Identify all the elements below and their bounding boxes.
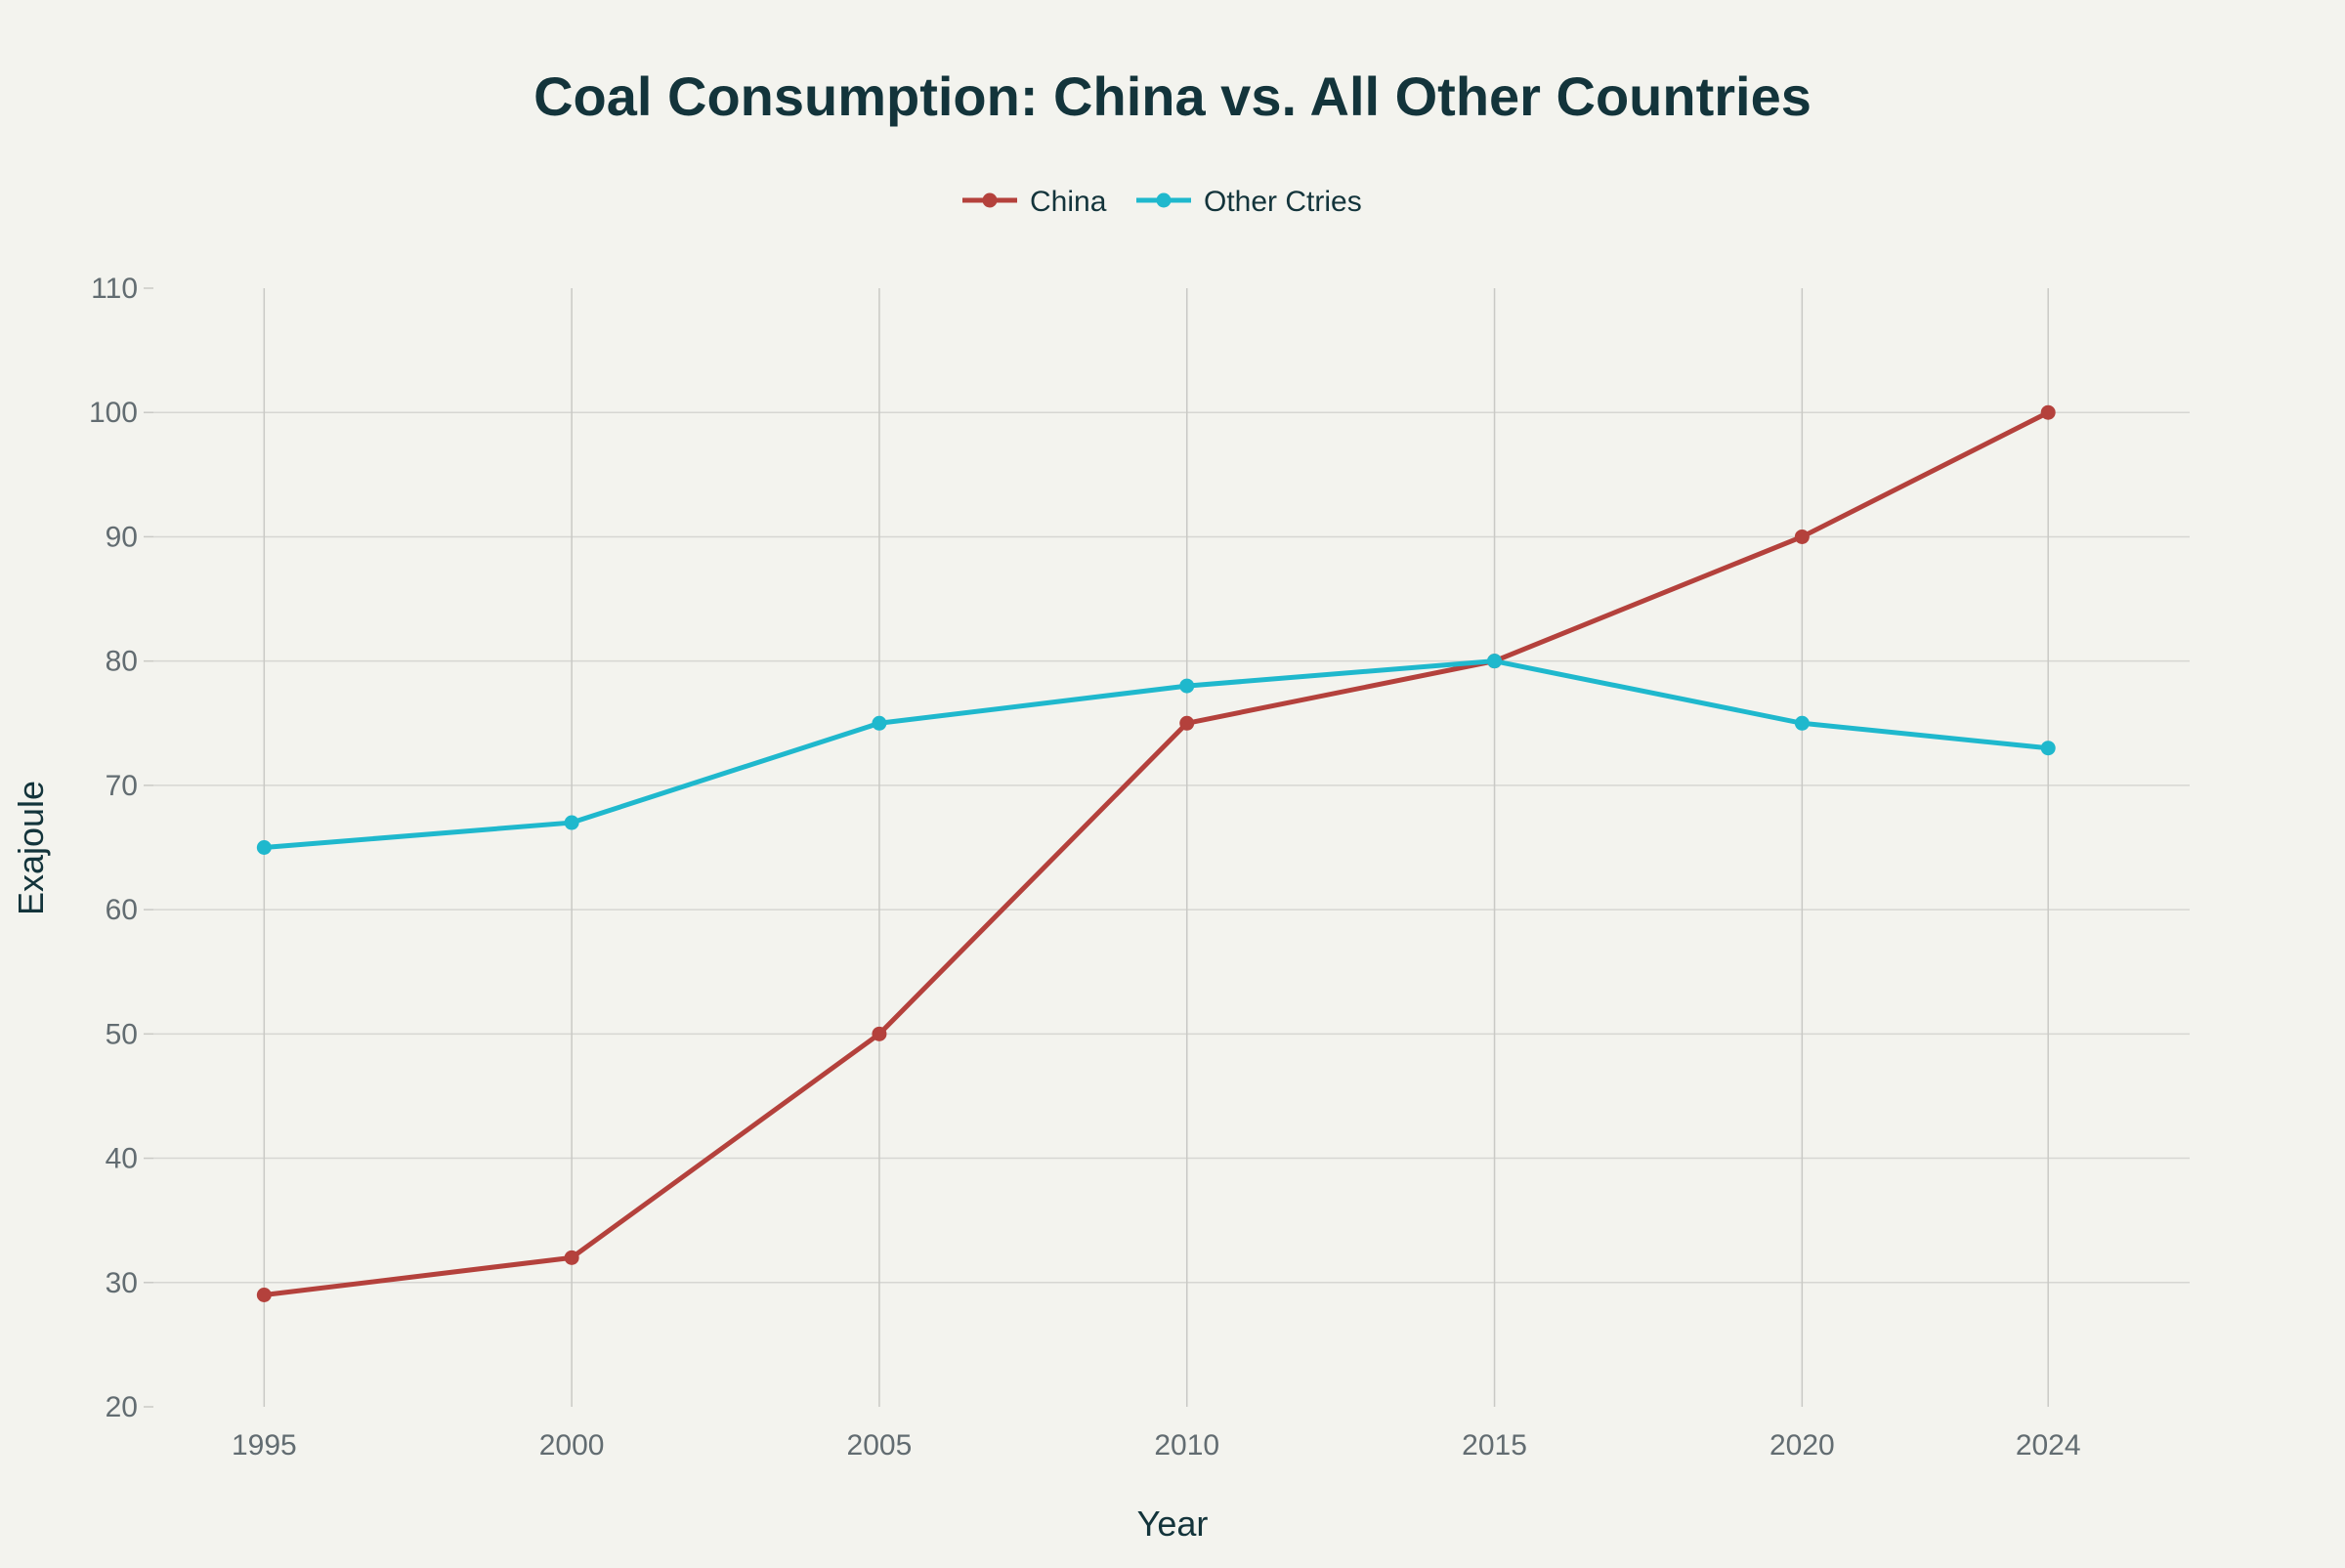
data-point[interactable]	[1179, 678, 1195, 694]
x-tick-label: 2000	[539, 1429, 605, 1462]
data-point[interactable]	[1487, 654, 1503, 669]
x-tick-label: 2010	[1154, 1429, 1219, 1462]
y-tick-label: 110	[91, 273, 138, 305]
y-tick-label: 50	[106, 1018, 138, 1050]
data-point[interactable]	[256, 1288, 272, 1302]
legend-item[interactable]: China	[962, 186, 1107, 218]
data-point[interactable]	[256, 840, 272, 855]
legend-item[interactable]: Other Ctries	[1136, 186, 1362, 218]
data-point[interactable]	[1179, 715, 1195, 731]
y-tick-label: 70	[106, 770, 138, 802]
data-point[interactable]	[2040, 741, 2056, 756]
legend-swatch-marker	[982, 192, 998, 208]
y-tick-label: 90	[106, 521, 138, 553]
y-tick-label: 60	[106, 894, 138, 926]
y-tick-label: 40	[106, 1143, 138, 1175]
data-point[interactable]	[872, 1026, 887, 1041]
series-group	[256, 404, 2056, 1302]
chart-title: Coal Consumption: China vs. All Other Co…	[533, 65, 1812, 127]
x-tick-label: 2020	[1769, 1429, 1835, 1462]
series-line	[261, 409, 2051, 1297]
y-tick-label: 20	[106, 1391, 138, 1423]
x-tick-label: 1995	[232, 1429, 297, 1462]
data-point[interactable]	[564, 1250, 579, 1265]
data-point[interactable]	[1794, 715, 1810, 731]
legend: China Other Ctries	[962, 186, 1362, 218]
y-tick-label: 80	[106, 646, 138, 678]
x-axis-title: Year	[1137, 1504, 1209, 1544]
grid	[153, 288, 2190, 1407]
legend-label: Other Ctries	[1204, 186, 1362, 218]
data-point[interactable]	[872, 715, 887, 731]
x-axis: 1995 2000 2005 2010 2015 2020 2024	[232, 1429, 2081, 1462]
series-china	[256, 404, 2056, 1302]
legend-swatch-marker	[1156, 192, 1172, 208]
series-other-ctries	[256, 654, 2056, 855]
y-axis: 20 30 40 50 60 70 80 90 100 110	[89, 273, 153, 1423]
legend-label: China	[1030, 186, 1107, 218]
x-tick-label: 2024	[2016, 1429, 2081, 1462]
data-point[interactable]	[564, 815, 579, 830]
y-axis-title: Exajoule	[11, 781, 51, 915]
x-tick-label: 2005	[847, 1429, 913, 1462]
data-point[interactable]	[1794, 529, 1810, 544]
x-tick-label: 2015	[1462, 1429, 1527, 1462]
data-point[interactable]	[2040, 404, 2056, 420]
y-tick-label: 100	[89, 397, 138, 429]
y-tick-label: 30	[106, 1267, 138, 1299]
